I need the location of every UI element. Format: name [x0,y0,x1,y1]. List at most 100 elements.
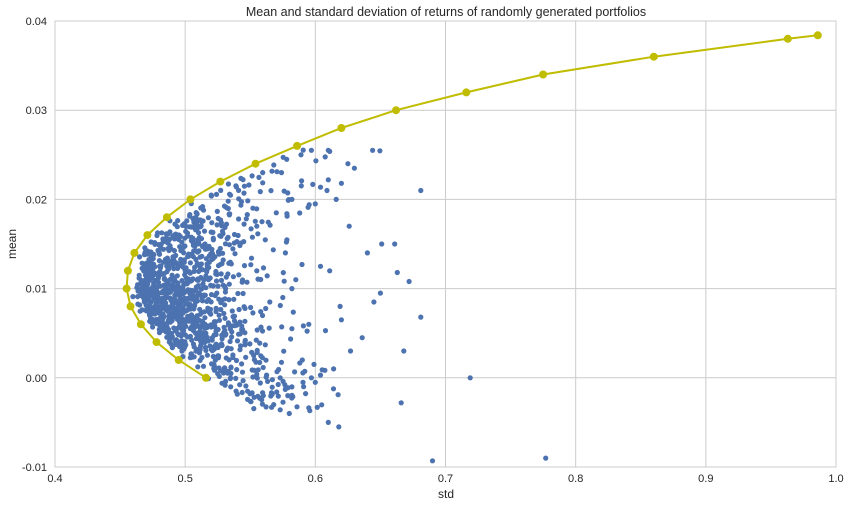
scatter-point [172,338,178,344]
scatter-point [298,152,304,158]
scatter-point [254,206,260,212]
scatter-point [230,352,236,358]
scatter-point [219,228,226,234]
scatter-point [187,260,193,266]
scatter-point [175,325,181,331]
scatter-point [331,366,337,372]
scatter-point [221,203,228,209]
scatter-point [264,273,270,279]
scatter-point [177,233,183,240]
scatter-point [161,270,167,277]
scatter-point [259,401,265,407]
scatter-point [233,184,239,190]
scatter-point [241,221,247,227]
scatter-point [257,340,263,346]
scatter-point [228,384,234,390]
scatter-point [190,242,196,248]
scatter-point [216,312,222,318]
scatter-point [214,208,220,214]
plot-frame [54,20,837,468]
scatter-point [325,147,331,153]
scatter-point [195,217,201,223]
scatter-point [254,347,260,353]
scatter-point [200,204,206,210]
scatter-point [203,256,209,262]
scatter-point [269,377,275,383]
scatter-point [166,236,173,242]
scatter-point [221,310,227,317]
scatter-point [169,308,175,314]
scatter-point [243,216,249,222]
scatter-point [145,272,151,278]
scatter-point [259,328,266,334]
scatter-point [202,321,208,327]
scatter-point [280,294,286,301]
scatter-point [179,239,185,245]
scatter-point [284,237,290,243]
scatter-point [275,393,281,399]
scatter-point [260,393,266,399]
scatter-point [379,241,385,247]
scatter-point [144,284,150,290]
scatter-point [302,368,308,374]
scatter-point [172,292,178,298]
scatter-point [147,312,153,318]
scatter-point [229,334,235,340]
scatter-point [255,231,261,237]
scatter-point [216,365,222,371]
scatter-point [377,290,383,296]
scatter-point [179,344,185,350]
scatter-point [151,310,157,316]
scatter-point [213,305,219,311]
scatter-point [336,424,342,430]
scatter-point [178,256,184,262]
scatter-point [229,308,235,314]
scatter-point [234,367,240,373]
scatter-point [218,306,224,313]
scatter-point [248,262,254,268]
scatter-point [156,330,163,336]
scatter-point [238,175,244,181]
scatter-point [311,361,317,367]
scatter-point [226,297,232,303]
scatter-point [210,353,216,360]
scatter-point [249,173,255,179]
frontier-point [813,31,822,40]
scatter-point [364,250,370,256]
scatter-point [292,369,298,375]
scatter-point [247,341,253,347]
scatter-point [147,262,153,268]
scatter-point [213,268,219,275]
scatter-point [154,321,160,327]
scatter-point [255,276,261,282]
scatter-point [248,255,255,261]
scatter-point [226,211,232,217]
scatter-point [186,269,192,275]
scatter-point [165,260,171,266]
scatter-point [147,290,153,296]
scatter-point [198,310,205,316]
scatter-point [199,295,205,301]
scatter-point [201,228,208,234]
scatter-point [189,337,195,343]
scatter-point [241,190,247,196]
scatter-point [219,223,225,229]
scatter-point [289,326,295,332]
scatter-point [281,348,287,354]
scatter-point [204,334,210,340]
scatter-point [313,158,319,164]
scatter-point [276,366,282,373]
scatter-point [249,349,255,355]
scatter-point [182,295,188,301]
scatter-point [281,188,287,194]
scatter-point [158,325,164,331]
scatter-point [214,290,220,296]
scatter-point [294,404,300,410]
scatter-point [317,372,324,378]
scatter-point [230,314,236,320]
scatter-point [236,306,242,313]
scatter-point [226,242,232,248]
scatter-point [222,283,228,289]
scatter-point [270,247,276,253]
scatter-point [322,328,329,334]
